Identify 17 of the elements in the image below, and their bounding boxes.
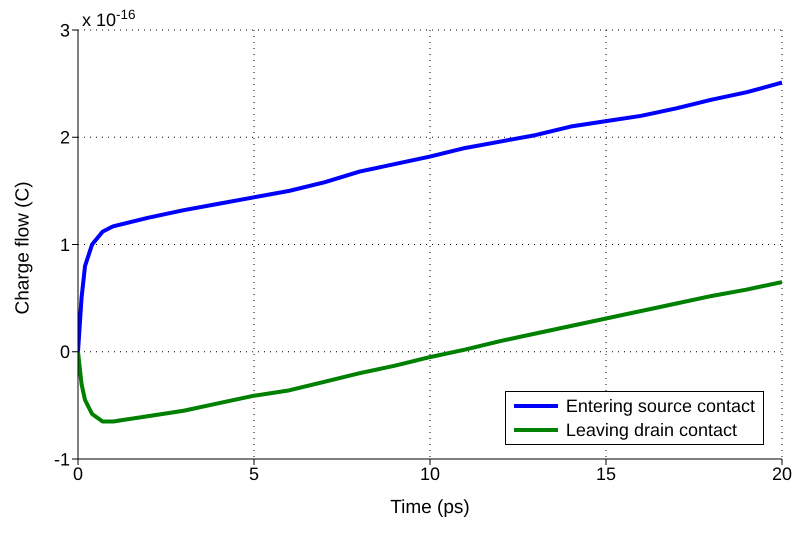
legend-label: Leaving drain contact (566, 419, 738, 442)
annotation: x 10$^{-16}$ (82, 6, 136, 30)
y-tick-label: 2 (60, 128, 70, 148)
y-tick-label: 0 (60, 342, 70, 362)
x-tick-label: 10 (420, 464, 440, 484)
x-tick-label: 15 (596, 464, 616, 484)
x-tick-label: 20 (772, 464, 792, 484)
y-axis-title: Charge flow (C) (12, 181, 34, 314)
legend-label: Entering source contact (566, 395, 755, 418)
x-axis-title: Time (ps) (390, 497, 470, 518)
y-tick-label: 1 (60, 234, 70, 255)
y-tick-label: -1 (54, 449, 70, 470)
x-tick-label: 0 (72, 464, 84, 484)
line-series (78, 280, 782, 424)
y-tick-label: 3 (60, 20, 70, 40)
x-tick-label: 5 (248, 464, 260, 484)
line-series (78, 80, 782, 354)
